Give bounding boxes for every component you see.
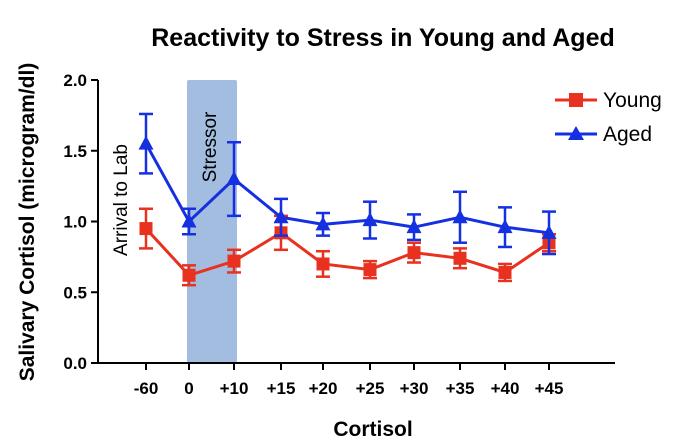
x-tick-label: +20 <box>309 379 338 398</box>
stressor-shaded-region <box>187 80 237 363</box>
x-tick-label: +40 <box>491 379 520 398</box>
aged-point <box>406 219 422 234</box>
legend-young-label: Young <box>603 89 662 112</box>
young-series-line <box>144 227 550 277</box>
aged-point <box>273 209 289 224</box>
aged-point <box>497 219 513 234</box>
x-tick-label: 0 <box>184 379 193 398</box>
chart-title: Reactivity to Stress in Young and Aged <box>151 24 615 52</box>
x-tick-label: +30 <box>400 379 429 398</box>
young-point <box>453 251 467 265</box>
aged-point <box>138 135 154 150</box>
x-tick-label: +35 <box>446 379 475 398</box>
x-tick-label: +25 <box>356 379 385 398</box>
aged-point <box>226 171 242 186</box>
young-point <box>363 263 377 277</box>
aged-point <box>315 216 331 231</box>
y-tick-label: 1.5 <box>63 142 87 161</box>
young-point <box>498 265 512 279</box>
x-tick-label: +45 <box>535 379 564 398</box>
plot-area: Stressor Arrival to Lab 0.0 0.5 1.0 1.5 2.0 -60… <box>63 71 661 398</box>
y-tick-label: 1.0 <box>63 213 87 232</box>
young-point <box>316 257 330 271</box>
young-point <box>407 246 421 260</box>
legend-aged-marker <box>568 126 584 140</box>
young-point <box>182 268 196 282</box>
young-point <box>227 254 241 268</box>
y-tick-label: 0.5 <box>63 283 87 302</box>
aged-point <box>362 212 378 227</box>
y-axis-title: Salivary Cortisol (microgram/dl) <box>16 63 39 382</box>
y-tick-label: 0.0 <box>63 354 87 373</box>
y-tick-label: 2.0 <box>63 71 87 90</box>
legend-aged-label: Aged <box>603 123 652 146</box>
x-tick-label: +15 <box>267 379 296 398</box>
arrival-annotation: Arrival to Lab <box>111 144 132 256</box>
aged-series-line <box>144 142 550 235</box>
x-tick-label: +10 <box>220 379 249 398</box>
x-tick-label: -60 <box>134 379 159 398</box>
legend-young-marker <box>569 93 583 107</box>
stressor-label: Stressor <box>200 111 221 182</box>
aged-point <box>452 209 468 224</box>
aged-point <box>541 224 557 239</box>
x-axis-title: Cortisol <box>333 418 412 441</box>
young-point <box>139 222 153 236</box>
aged-point <box>181 213 197 228</box>
